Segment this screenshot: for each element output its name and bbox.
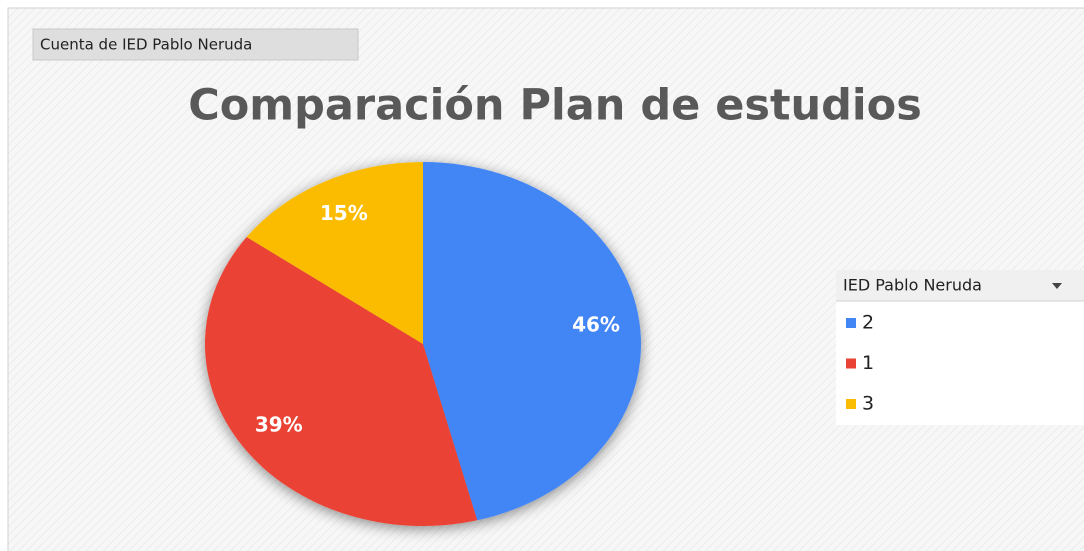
- legend-label: 2: [862, 312, 874, 334]
- chart-title: Comparación Plan de estudios: [188, 81, 922, 131]
- legend-swatch: [846, 399, 856, 409]
- legend-header[interactable]: [836, 270, 1084, 301]
- legend-title: IED Pablo Neruda: [843, 276, 982, 295]
- data-label: 39%: [255, 412, 303, 436]
- legend-swatch: [846, 318, 856, 328]
- pie: [204, 162, 642, 527]
- legend-label: 3: [862, 393, 874, 415]
- pie-slice: [204, 237, 478, 527]
- dropdown-arrow[interactable]: [1052, 283, 1062, 289]
- data-label: 46%: [572, 312, 620, 336]
- pie-slice: [423, 162, 642, 521]
- field-button[interactable]: [32, 28, 359, 61]
- data-label: 15%: [320, 201, 368, 225]
- legend-label: 1: [862, 352, 874, 374]
- field-label: Cuenta de IED Pablo Neruda: [40, 36, 252, 54]
- pie-slice: [246, 162, 423, 344]
- legend-swatch: [846, 358, 856, 369]
